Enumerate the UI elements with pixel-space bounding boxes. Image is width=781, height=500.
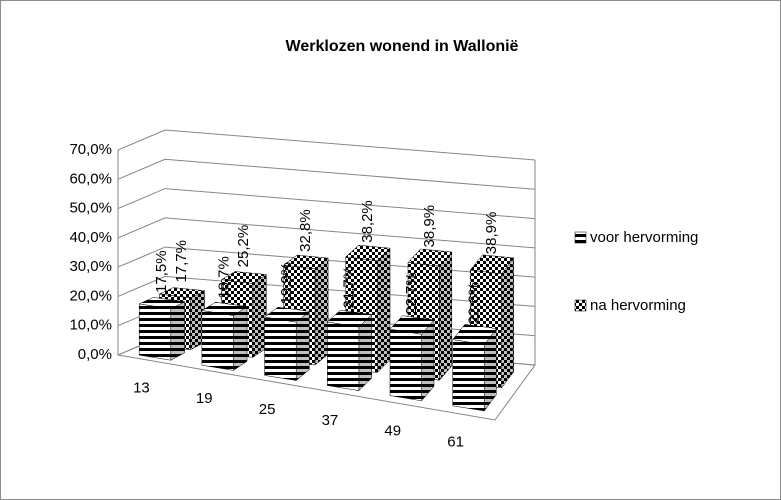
bar	[327, 321, 360, 391]
x-tick-label: 49	[384, 423, 401, 440]
value-label: 38,9%	[483, 212, 500, 255]
bar	[264, 316, 297, 381]
legend-swatch	[574, 299, 587, 312]
value-label: 17,7%	[173, 240, 190, 283]
legend-label: na hervorming	[590, 297, 686, 314]
bar-side-shade	[377, 248, 390, 373]
value-label: 22,7%	[403, 272, 420, 315]
value-label: 22,6%	[466, 282, 483, 325]
bar-side-shade	[190, 290, 205, 350]
x-tick-label: 13	[133, 379, 150, 396]
y-tick-label: 20,0%	[69, 287, 112, 304]
legend-label: voor hervorming	[590, 229, 698, 246]
value-label: 17,5%	[153, 250, 170, 293]
bar-side-shade	[252, 274, 267, 358]
y-tick-label: 40,0%	[69, 229, 112, 246]
x-tick-label: 25	[259, 401, 276, 418]
x-tick-label: 61	[447, 434, 464, 451]
y-tick-label: 50,0%	[69, 200, 112, 217]
bar-group	[452, 324, 497, 412]
y-tick-label: 0,0%	[78, 346, 112, 363]
legend-swatch	[574, 231, 587, 244]
bar-side-shade	[170, 301, 185, 361]
y-tick-label: 70,0%	[69, 141, 112, 158]
value-label: 38,9%	[421, 205, 438, 248]
grid-line	[117, 129, 536, 161]
bar-side-shade	[421, 320, 434, 401]
value-label: 25,2%	[235, 225, 252, 268]
bar-side-shade	[439, 252, 452, 381]
bar-side-shade	[484, 328, 497, 411]
grid-line	[117, 188, 536, 220]
bar-side-shade	[233, 306, 247, 371]
bar-group	[326, 310, 373, 392]
bar-side-shade	[501, 257, 514, 388]
value-label: 38,2%	[359, 200, 376, 243]
bar-side-shade	[358, 314, 372, 391]
bar-group	[345, 244, 391, 374]
value-label: 19,9%	[278, 262, 295, 305]
bar	[138, 303, 172, 361]
grid-line	[117, 217, 536, 249]
value-label: 32,8%	[297, 209, 314, 252]
y-tick-label: 30,0%	[69, 258, 112, 275]
bar-side-shade	[296, 311, 310, 381]
bar-side-shade	[315, 258, 329, 365]
bar-group	[389, 315, 435, 402]
bar	[452, 339, 485, 412]
x-tick-label: 19	[196, 390, 213, 407]
bar	[201, 310, 234, 371]
y-tick-label: 10,0%	[69, 317, 112, 334]
bar	[389, 328, 422, 402]
bar-group	[138, 297, 186, 361]
grid-line	[117, 158, 536, 190]
value-label: 18,7%	[215, 256, 232, 299]
bar-group	[263, 306, 310, 382]
y-tick-label: 60,0%	[69, 170, 112, 187]
value-label: 21,7%	[340, 266, 357, 309]
chart-title: Werklozen wonend in Wallonië	[286, 38, 519, 55]
bar-group	[201, 302, 248, 371]
x-tick-label: 37	[322, 412, 339, 429]
